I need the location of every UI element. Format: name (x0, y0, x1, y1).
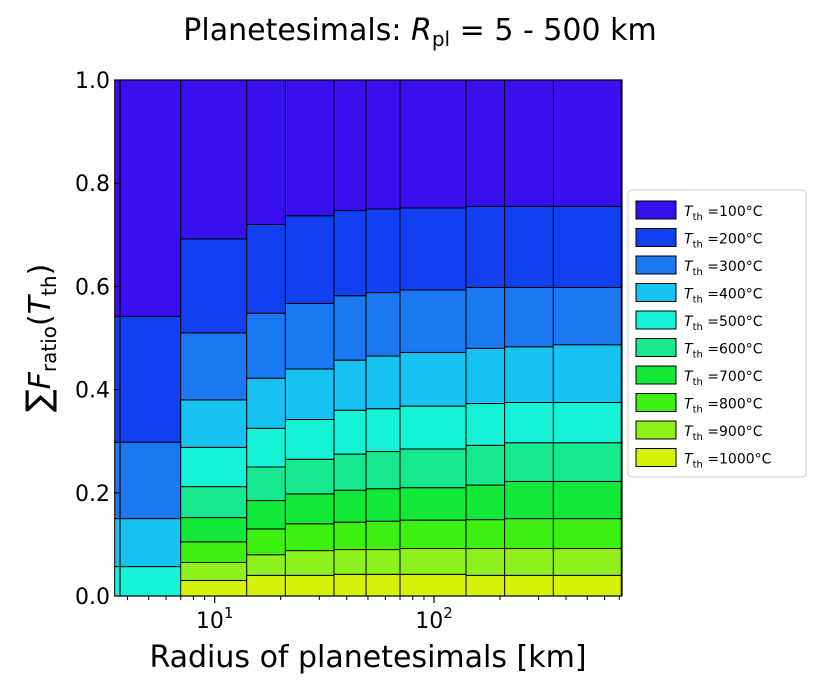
bar-segment (552, 574, 622, 597)
bar-segment (399, 448, 469, 489)
y-tick-label: 1.0 (75, 69, 110, 94)
bar-segment (114, 441, 184, 520)
legend-label: Tth =800°C (684, 397, 763, 416)
y-tick-label: 0.6 (75, 275, 110, 300)
bar-segment (180, 332, 250, 401)
bar-segment (180, 399, 250, 448)
bar-segment (552, 79, 622, 207)
bar-stack-500km (552, 79, 622, 597)
legend-swatch (635, 365, 677, 385)
legend-label: Tth =400°C (684, 287, 763, 306)
x-tick-label: 102 (415, 604, 453, 634)
chart-title: Planetesimals: Rpl = 5 - 500 km (183, 13, 656, 51)
legend-swatch (635, 283, 677, 302)
legend-swatch (635, 393, 677, 412)
x-tick-label: 101 (196, 604, 234, 634)
bar-segment (180, 580, 250, 597)
legend-swatch (635, 420, 677, 440)
bar-stack-5km (114, 79, 184, 597)
bar-segment (114, 566, 184, 597)
x-axis-ticks: 101 102 (126, 596, 620, 634)
bar-segment (180, 561, 250, 582)
bar-segment (552, 442, 622, 482)
bar-segment (114, 79, 184, 317)
bar-segment (180, 541, 250, 563)
bar-segment (399, 548, 469, 575)
bar-segment (399, 79, 469, 209)
legend-label: Tth =700°C (684, 369, 763, 388)
plot-frame (119, 79, 623, 597)
bar-segment (552, 286, 622, 346)
legend-swatch (635, 200, 677, 220)
legend-swatch (635, 448, 677, 467)
y-tick-label: 0.8 (75, 172, 110, 197)
bar-segment (399, 351, 469, 407)
bar-segment (180, 79, 250, 240)
legend-swatch (635, 338, 677, 357)
legend-label: Tth =200°C (684, 232, 763, 251)
legend-swatch (635, 228, 677, 247)
bar-segment (399, 207, 469, 291)
bar-segment (552, 344, 622, 404)
bar-segment (114, 315, 184, 443)
legend-label: Tth =500°C (684, 314, 763, 333)
bar-segment (180, 238, 250, 334)
bar-segment (552, 548, 622, 576)
bar-segment (552, 518, 622, 550)
bars (114, 79, 622, 597)
y-tick-label: 0.0 (75, 585, 110, 610)
bar-segment (399, 405, 469, 450)
x-axis-label: Radius of planetesimals [km] (149, 640, 586, 675)
legend-swatch (635, 255, 677, 275)
bar-stack-10km (180, 79, 250, 597)
legend-label: Tth =1000°C (684, 452, 772, 471)
y-tick-label: 0.4 (75, 379, 110, 404)
y-axis-ticks: 0.0 0.2 0.4 0.6 0.8 1.0 (75, 69, 120, 610)
legend: Tth =100°C Tth =200°C Tth =300°C Tth =400°C… (627, 189, 807, 478)
legend-label: Tth =900°C (684, 424, 763, 443)
legend-swatch (635, 310, 677, 330)
bar-segment (114, 518, 184, 568)
bar-segment (399, 573, 469, 597)
bar-segment (180, 517, 250, 543)
bar-segment (180, 446, 250, 488)
bar-segment (399, 519, 469, 550)
y-tick-label: 0.2 (75, 482, 110, 507)
legend-label: Tth =100°C (684, 204, 763, 223)
legend-label: Tth =300°C (684, 259, 763, 278)
bar-segment (180, 486, 250, 519)
bar-stack-100km (399, 79, 469, 597)
bar-segment (552, 205, 622, 288)
bar-segment (552, 402, 622, 444)
y-axis-label: ∑Fratio(Tth) (19, 264, 61, 413)
bar-segment (552, 480, 622, 520)
legend-label: Tth =600°C (684, 342, 763, 361)
bar-segment (399, 289, 469, 353)
bar-segment (399, 487, 469, 521)
